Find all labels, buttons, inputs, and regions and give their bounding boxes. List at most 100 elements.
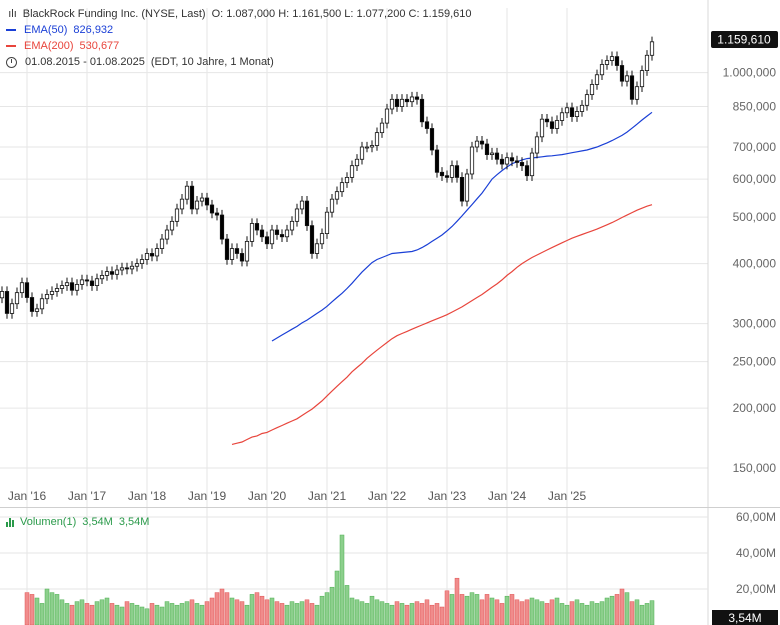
volume-bar (219, 588, 225, 625)
volume-tick-label: 60,00M (736, 510, 776, 524)
chart-type-icon[interactable]: ılı (6, 8, 17, 20)
volume-bar (369, 595, 375, 625)
volume-bar (514, 599, 520, 625)
volume-bar (44, 588, 50, 625)
candle (504, 157, 510, 165)
candle (334, 191, 340, 200)
volume-bar (249, 594, 255, 625)
volume-bar (94, 601, 100, 625)
price-tick-label: 200,000 (733, 401, 777, 415)
volume-bar (179, 603, 185, 625)
volume-bar (174, 604, 180, 625)
volume-bar (84, 603, 90, 625)
candle (564, 107, 570, 114)
time-tick-label: Jan '20 (248, 489, 287, 503)
volume-bar (644, 603, 650, 625)
candle (514, 160, 520, 163)
candle (314, 243, 320, 254)
candle (319, 233, 325, 245)
time-tick-label: Jan '21 (308, 489, 347, 503)
candle (404, 98, 410, 103)
candle (279, 234, 285, 238)
candle (449, 165, 455, 178)
candle (29, 297, 35, 312)
candle (489, 152, 495, 155)
volume-bar (244, 604, 250, 625)
candle (304, 200, 310, 227)
candle (59, 285, 65, 289)
volume-bar (584, 604, 590, 625)
volume-bar (399, 603, 405, 625)
volume-bar (204, 601, 210, 625)
candle (424, 121, 430, 129)
price-tick-label: 850,000 (733, 100, 777, 114)
candle (524, 165, 530, 177)
time-tick-label: Jan '22 (368, 489, 407, 503)
candle (379, 122, 385, 134)
candle (154, 248, 160, 257)
candle (549, 121, 555, 129)
volume-bar (39, 603, 45, 625)
candle (529, 152, 535, 177)
candle (294, 208, 300, 222)
volume-bar (254, 592, 260, 625)
candle (49, 291, 55, 295)
candle (89, 280, 95, 286)
time-tick-label: Jan '24 (488, 489, 527, 503)
volume-bar (264, 599, 270, 625)
candle (114, 269, 120, 275)
candle (129, 265, 135, 270)
last-price-tag: 1.159,610 (711, 31, 778, 48)
candle (554, 120, 560, 129)
candle (329, 198, 335, 213)
candle (74, 284, 80, 291)
chart-legend: ılı BlackRock Funding Inc. (NYSE, Last) … (6, 6, 472, 70)
volume-bar (604, 597, 610, 625)
candle (104, 271, 110, 276)
volume-bar (344, 585, 350, 625)
candle (124, 267, 130, 270)
ema50-swatch-icon (6, 29, 16, 31)
candles (0, 36, 655, 319)
volume-bar (409, 603, 415, 625)
candle (189, 185, 195, 210)
volume-bar (599, 601, 605, 625)
candle (419, 98, 425, 123)
volume-bar (289, 601, 295, 625)
ema200-label: EMA(200) (24, 40, 74, 52)
legend-ema50[interactable]: EMA(50) 826,932 (6, 22, 472, 38)
candle (559, 112, 565, 121)
ema200-value: 530,677 (79, 40, 120, 52)
volume-bar (504, 595, 510, 625)
volume-bar (454, 577, 460, 625)
candle (634, 86, 640, 100)
volume-bar (199, 604, 205, 625)
volume-bar (319, 595, 325, 625)
candle (0, 291, 5, 299)
candle (639, 70, 645, 88)
volume-bar (509, 594, 515, 625)
candle (214, 212, 220, 216)
time-tick-label: Jan '25 (548, 489, 587, 503)
candle (219, 214, 225, 240)
candle (109, 271, 115, 275)
legend-ema200[interactable]: EMA(200) 530,677 (6, 38, 472, 54)
candle (464, 173, 470, 202)
candle (324, 211, 330, 235)
volume-bar (479, 599, 485, 625)
candle (259, 229, 265, 238)
volume-bar (99, 599, 105, 625)
candle (244, 241, 250, 262)
candle (494, 152, 500, 160)
candle (534, 136, 540, 154)
volume-bar (169, 603, 175, 625)
volume-bar (389, 604, 395, 625)
volume-legend[interactable]: Volumen(1) 3,54M 3,54M (6, 516, 149, 528)
candle (594, 74, 600, 85)
time-tick-label: Jan '23 (428, 489, 467, 503)
candle (264, 236, 270, 245)
price-tick-label: 300,000 (733, 317, 777, 331)
candle (249, 223, 255, 242)
candle (179, 198, 185, 210)
